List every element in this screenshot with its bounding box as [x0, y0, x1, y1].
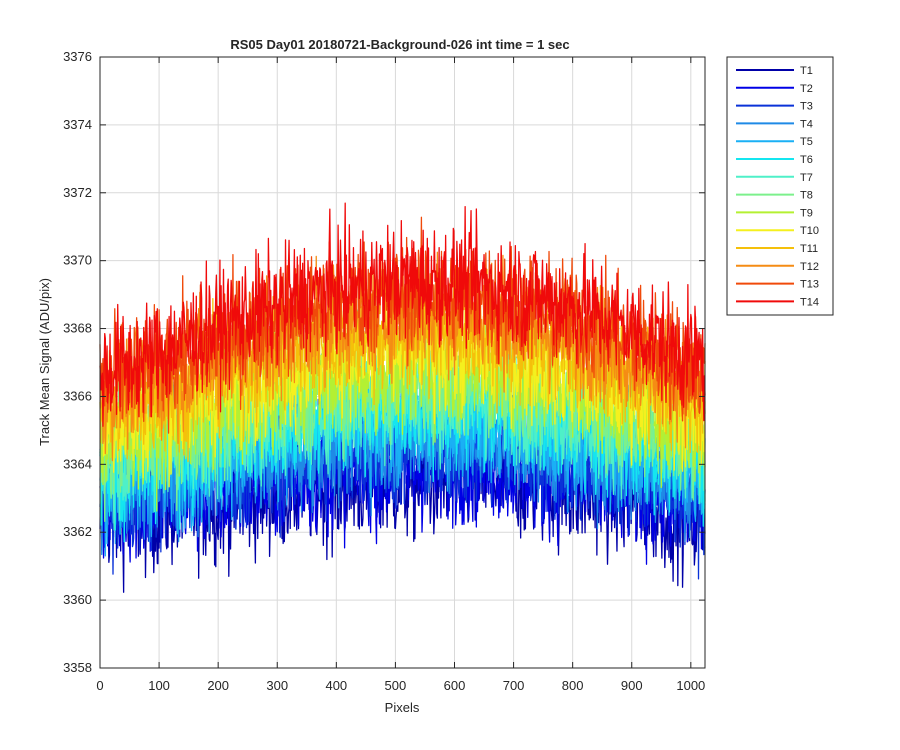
y-tick-label: 3370	[63, 253, 92, 268]
y-tick-label: 3372	[63, 185, 92, 200]
series-lines	[99, 202, 706, 593]
legend-label: T12	[800, 261, 819, 273]
legend-label: T7	[800, 172, 813, 184]
axis-ticks	[99, 56, 705, 669]
x-axis-label: Pixels	[385, 700, 420, 715]
x-tick-label: 300	[266, 678, 288, 693]
y-tick-label: 3358	[63, 660, 92, 675]
legend-label: T14	[800, 296, 819, 308]
legend-label: T4	[800, 118, 813, 130]
legend-label: T2	[800, 83, 813, 95]
plot-frame	[99, 56, 706, 669]
x-tick-label: 700	[503, 678, 525, 693]
x-tick-label: 0	[96, 678, 103, 693]
x-tick-label: 600	[444, 678, 466, 693]
legend-label: T8	[800, 190, 813, 202]
x-tick-label: 800	[562, 678, 584, 693]
y-tick-label: 3368	[63, 321, 92, 336]
y-tick-label: 3360	[63, 592, 92, 607]
series-line-t14	[99, 202, 706, 427]
y-tick-label: 3366	[63, 388, 92, 403]
x-tick-label: 400	[325, 678, 347, 693]
y-tick-labels: 3358 3360 3362 3364 3366 3368 3370 3372 3374 3376	[63, 49, 92, 675]
legend: T1 T2 T3 T4 T5 T6 T7 T8 T9 T10 T11 T12 T13 T14	[726, 56, 834, 316]
legend-label: T13	[800, 279, 819, 291]
y-tick-label: 3376	[63, 49, 92, 64]
legend-label: T10	[800, 225, 819, 237]
legend-label: T11	[800, 243, 818, 255]
x-tick-labels: 0 100 200 300 400 500 600 700 800 900 1000	[96, 678, 705, 693]
y-tick-label: 3364	[63, 456, 92, 471]
legend-label: T5	[800, 136, 813, 148]
legend-label: T1	[800, 65, 813, 77]
legend-box	[726, 56, 834, 316]
x-tick-label: 100	[148, 678, 170, 693]
chart-title: RS05 Day01 20180721-Background-026 int t…	[230, 37, 569, 52]
x-tick-label: 1000	[676, 678, 705, 693]
y-tick-label: 3362	[63, 524, 92, 539]
y-axis-label: Track Mean Signal (ADU/pix)	[37, 278, 52, 446]
legend-label: T3	[800, 101, 813, 113]
x-tick-label: 200	[207, 678, 229, 693]
legend-label: T9	[800, 207, 813, 219]
x-tick-label: 900	[621, 678, 643, 693]
legend-label: T6	[800, 154, 813, 166]
y-tick-label: 3374	[63, 117, 92, 132]
x-tick-label: 500	[385, 678, 407, 693]
